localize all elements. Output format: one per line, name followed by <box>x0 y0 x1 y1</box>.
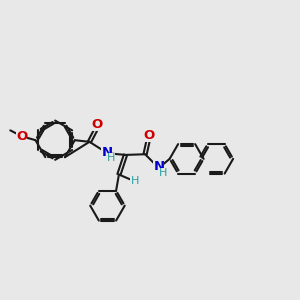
Text: H: H <box>159 168 167 178</box>
Text: H: H <box>106 153 115 163</box>
Text: N: N <box>101 146 112 159</box>
Text: H: H <box>130 176 139 186</box>
Text: O: O <box>16 130 27 143</box>
Text: N: N <box>153 160 164 173</box>
Text: O: O <box>143 129 154 142</box>
Text: O: O <box>91 118 102 131</box>
